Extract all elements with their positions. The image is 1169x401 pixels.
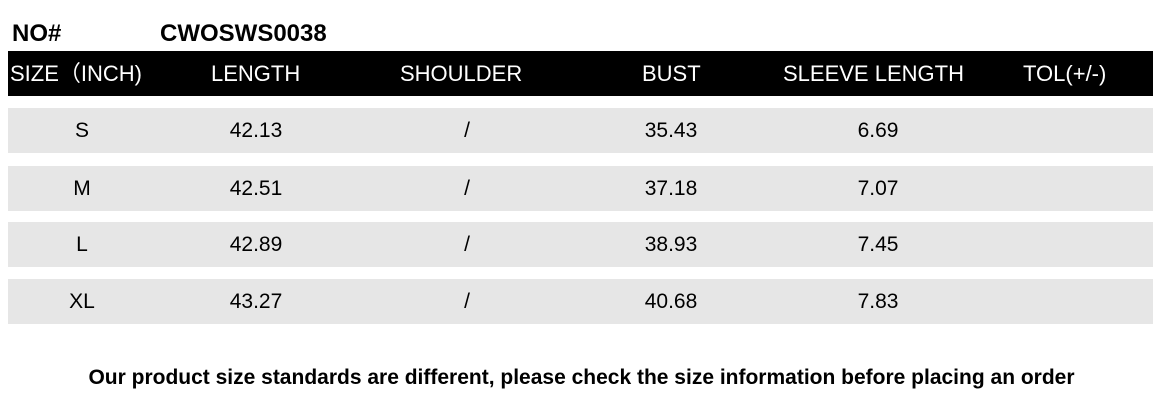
cell-length: 42.89 — [229, 233, 283, 256]
cell-shoulder: / — [464, 290, 470, 313]
product-code: CWOSWS0038 — [160, 20, 327, 47]
cell-size: L — [76, 233, 88, 256]
cell-sleeve-length: 7.83 — [857, 290, 899, 313]
cell-sleeve-length: 7.07 — [857, 177, 899, 200]
cell-shoulder: / — [464, 233, 470, 256]
product-no-label: NO# — [12, 20, 62, 47]
cell-size: M — [73, 177, 91, 200]
table-row: M 42.51 / 37.18 7.07 — [8, 166, 1153, 211]
table-row: XL 43.27 / 40.68 7.83 — [8, 279, 1153, 324]
table-row: L 42.89 / 38.93 7.45 — [8, 222, 1153, 267]
cell-bust: 38.93 — [644, 233, 698, 256]
cell-sleeve-length: 7.45 — [857, 233, 899, 256]
cell-bust: 35.43 — [644, 119, 698, 142]
cell-bust: 40.68 — [644, 290, 698, 313]
cell-bust: 37.18 — [644, 177, 698, 200]
footer-note: Our product size standards are different… — [88, 366, 1075, 389]
header-length: LENGTH — [211, 61, 301, 86]
cell-length: 42.13 — [229, 119, 283, 142]
cell-sleeve-length: 6.69 — [857, 119, 899, 142]
header-shoulder: SHOULDER — [400, 61, 523, 86]
table-row: S 42.13 / 35.43 6.69 — [8, 108, 1153, 153]
table-header: SIZE（INCH) LENGTH SHOULDER BUST SLEEVE L… — [8, 51, 1153, 96]
header-size: SIZE（INCH) — [10, 61, 143, 86]
cell-length: 43.27 — [229, 290, 283, 313]
cell-length: 42.51 — [229, 177, 283, 200]
header-bust: BUST — [642, 61, 701, 86]
header-tolerance: TOL(+/-) — [1023, 61, 1107, 86]
cell-size: S — [74, 119, 90, 142]
cell-shoulder: / — [464, 177, 470, 200]
header-sleeve-length: SLEEVE LENGTH — [783, 61, 964, 86]
cell-size: XL — [69, 290, 95, 313]
cell-shoulder: / — [464, 119, 470, 142]
